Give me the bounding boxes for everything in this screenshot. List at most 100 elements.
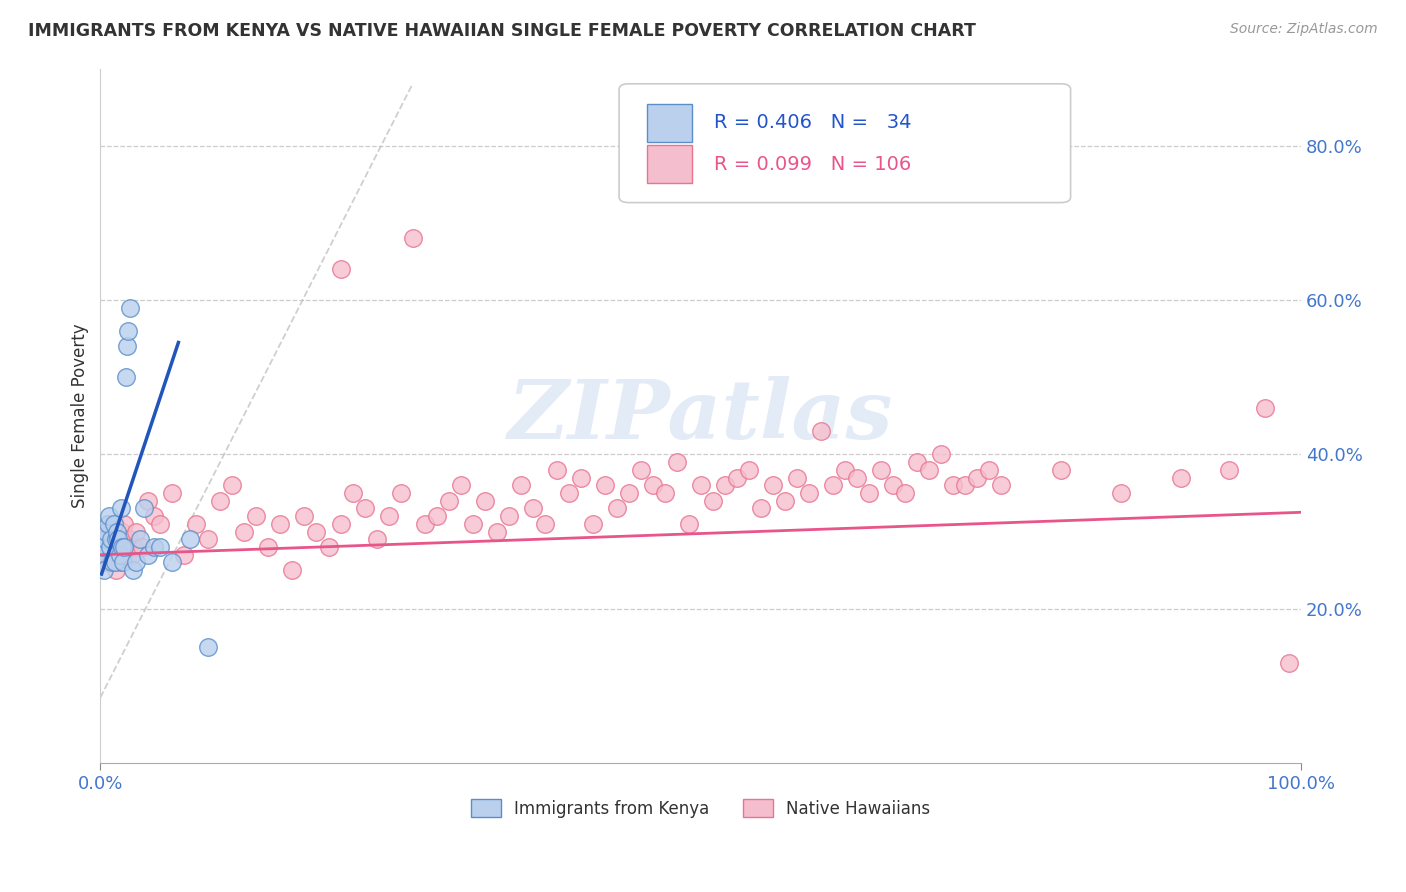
Text: ZIPatlas: ZIPatlas xyxy=(508,376,893,456)
Point xyxy=(96,524,118,539)
Point xyxy=(821,478,844,492)
Point xyxy=(281,563,304,577)
Point xyxy=(377,509,399,524)
Point xyxy=(353,501,375,516)
Point xyxy=(630,463,652,477)
Point xyxy=(749,501,772,516)
Point xyxy=(110,501,132,516)
Point xyxy=(117,324,139,338)
Point xyxy=(786,470,808,484)
Point xyxy=(245,509,267,524)
Point xyxy=(342,486,364,500)
Point xyxy=(107,533,129,547)
Point xyxy=(115,540,138,554)
Point xyxy=(450,478,472,492)
Point xyxy=(96,516,118,531)
Point xyxy=(522,501,544,516)
Point xyxy=(90,548,112,562)
Point xyxy=(870,463,893,477)
Text: IMMIGRANTS FROM KENYA VS NATIVE HAWAIIAN SINGLE FEMALE POVERTY CORRELATION CHART: IMMIGRANTS FROM KENYA VS NATIVE HAWAIIAN… xyxy=(28,22,976,40)
Point xyxy=(98,556,121,570)
Point xyxy=(1218,463,1240,477)
Point xyxy=(257,540,280,554)
Point xyxy=(1050,463,1073,477)
Point xyxy=(498,509,520,524)
Point xyxy=(953,478,976,492)
Point xyxy=(918,463,941,477)
Point xyxy=(606,501,628,516)
Point xyxy=(104,563,127,577)
Point xyxy=(366,533,388,547)
Point xyxy=(112,548,135,562)
Point xyxy=(474,493,496,508)
Point xyxy=(98,540,121,554)
Point xyxy=(101,548,124,562)
Point xyxy=(329,516,352,531)
Point xyxy=(221,478,243,492)
Point xyxy=(546,463,568,477)
Point xyxy=(1109,486,1132,500)
Point xyxy=(209,493,232,508)
Point xyxy=(329,262,352,277)
Point xyxy=(112,516,135,531)
Point xyxy=(125,556,148,570)
Point xyxy=(94,533,117,547)
FancyBboxPatch shape xyxy=(647,145,692,184)
Point xyxy=(725,470,748,484)
Point xyxy=(845,470,868,484)
Point xyxy=(143,540,166,554)
Point xyxy=(103,533,125,547)
Point xyxy=(91,540,114,554)
Point xyxy=(104,533,127,547)
Point xyxy=(617,486,640,500)
Point xyxy=(103,516,125,531)
Point xyxy=(132,501,155,516)
Point xyxy=(713,478,735,492)
Point xyxy=(990,478,1012,492)
Point xyxy=(111,524,134,539)
Point xyxy=(882,478,904,492)
Point xyxy=(173,548,195,562)
FancyBboxPatch shape xyxy=(647,103,692,142)
Point xyxy=(797,486,820,500)
Point xyxy=(101,556,124,570)
Point xyxy=(122,540,145,554)
Point xyxy=(582,516,605,531)
Point xyxy=(186,516,208,531)
Point xyxy=(197,640,219,655)
Legend: Immigrants from Kenya, Native Hawaiians: Immigrants from Kenya, Native Hawaiians xyxy=(464,792,938,824)
Point xyxy=(112,556,135,570)
Y-axis label: Single Female Poverty: Single Female Poverty xyxy=(72,324,89,508)
Point xyxy=(129,533,152,547)
Point xyxy=(942,478,965,492)
Point xyxy=(305,524,328,539)
Point xyxy=(93,556,115,570)
Point xyxy=(111,540,134,554)
Point xyxy=(96,533,118,547)
Point xyxy=(413,516,436,531)
Point xyxy=(138,548,160,562)
Point xyxy=(162,556,184,570)
Point xyxy=(138,493,160,508)
Point xyxy=(162,486,184,500)
Point xyxy=(149,540,172,554)
Point xyxy=(834,463,856,477)
Point xyxy=(738,463,761,477)
Point xyxy=(121,563,143,577)
Point xyxy=(401,231,423,245)
Point xyxy=(100,524,122,539)
Point xyxy=(702,493,724,508)
Point xyxy=(773,493,796,508)
Point xyxy=(94,533,117,547)
Point xyxy=(149,516,172,531)
Point xyxy=(569,470,592,484)
Point xyxy=(762,478,785,492)
Point xyxy=(233,524,256,539)
Point xyxy=(426,509,449,524)
Text: R = 0.099   N = 106: R = 0.099 N = 106 xyxy=(714,155,911,174)
Point xyxy=(894,486,917,500)
Point xyxy=(389,486,412,500)
Text: Source: ZipAtlas.com: Source: ZipAtlas.com xyxy=(1230,22,1378,37)
Point xyxy=(93,563,115,577)
Point xyxy=(107,540,129,554)
